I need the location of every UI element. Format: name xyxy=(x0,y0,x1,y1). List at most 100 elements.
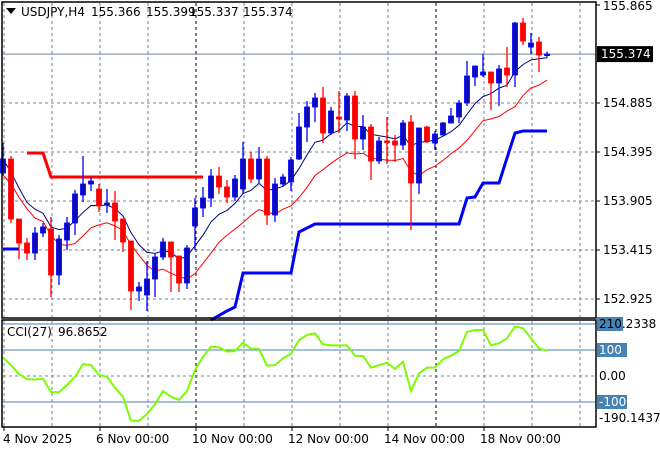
candle-bullish xyxy=(464,75,470,104)
candle-bearish xyxy=(264,158,270,216)
cci-name: CCI(27) xyxy=(7,325,52,339)
candle-bullish xyxy=(152,256,158,280)
price-tick-label: 153.905 xyxy=(603,194,653,208)
candle-bullish xyxy=(512,22,518,76)
candle-bearish xyxy=(24,242,30,254)
axes: 155.865 154.885 154.395 153.905 153.415 152.9… xyxy=(3,0,660,446)
candle-bullish xyxy=(144,278,150,296)
candle-bearish xyxy=(488,71,494,84)
candles xyxy=(0,18,550,311)
candle-bullish xyxy=(72,193,78,224)
dropdown-triangle-icon[interactable] xyxy=(6,8,16,14)
ohlc-close: 155.374 xyxy=(243,5,293,19)
cci-level-tag xyxy=(597,395,627,409)
candle-bearish xyxy=(320,97,326,134)
candle-bullish xyxy=(136,286,142,292)
candle-bearish xyxy=(168,241,174,258)
candle-bullish xyxy=(160,241,166,258)
cci-tick-label: 100 xyxy=(599,343,622,357)
candle-bearish xyxy=(128,240,134,292)
candle-bearish xyxy=(336,116,342,120)
candle-bullish xyxy=(104,202,110,206)
cci-tick-label: -100 xyxy=(599,395,626,409)
candle-bearish xyxy=(536,41,542,56)
candle-bullish xyxy=(472,65,478,78)
time-tick-label: 14 Nov 00:00 xyxy=(384,432,465,446)
candle-bullish xyxy=(480,71,486,76)
candle-bullish xyxy=(88,180,94,185)
candle-bearish xyxy=(408,121,414,184)
candle-bullish xyxy=(296,126,302,160)
cci-panel xyxy=(2,323,596,422)
candle-bearish xyxy=(96,188,102,207)
candle-bullish xyxy=(344,95,350,121)
candle-bearish xyxy=(424,126,430,142)
cci-tick-label: 210.2338 xyxy=(599,317,656,331)
candle-bullish xyxy=(376,140,382,162)
candle-bearish xyxy=(216,175,222,188)
candle-bullish xyxy=(272,183,278,216)
candle-bullish xyxy=(544,53,550,56)
time-tick-label: 6 Nov 00:00 xyxy=(96,432,169,446)
candle-bullish xyxy=(448,115,454,124)
candle-bearish xyxy=(16,218,22,244)
candle-bullish xyxy=(240,158,246,190)
candle-bullish xyxy=(416,127,422,184)
price-tick-label: 155.865 xyxy=(603,0,653,13)
candle-bullish xyxy=(232,178,238,198)
candle-bullish xyxy=(528,42,534,48)
candle-bearish xyxy=(392,140,398,146)
candle-bullish xyxy=(80,183,86,196)
candle-bullish xyxy=(184,247,190,284)
candle-bearish xyxy=(176,255,182,284)
ohlc-low: 155.337 xyxy=(189,5,239,19)
ohlc-high: 155.399 xyxy=(146,5,196,19)
candle-bullish xyxy=(280,176,286,185)
price-tick-label: 153.415 xyxy=(603,243,653,257)
candle-bullish xyxy=(360,126,366,140)
upper-channel-line xyxy=(27,151,203,179)
price-tick-label: 152.925 xyxy=(603,292,653,306)
cci-level-tag xyxy=(597,317,623,331)
time-tick-label: 18 Nov 00:00 xyxy=(480,432,561,446)
lower-channel-line xyxy=(210,129,547,322)
cci-tick-label: 0.00 xyxy=(599,369,626,383)
candle-bullish xyxy=(496,68,502,84)
candle-bullish xyxy=(400,122,406,146)
candle-bullish xyxy=(432,133,438,144)
time-tick-label: 4 Nov 2025 xyxy=(3,432,72,446)
ohlc-open: 155.366 xyxy=(91,5,141,19)
candle-bearish xyxy=(368,126,374,162)
candle-bearish xyxy=(248,158,254,180)
cci-value: 96.8652 xyxy=(58,325,108,339)
symbol-label: USDJPY,H4 xyxy=(21,5,85,19)
cci-panel-frame xyxy=(1,319,597,428)
candle-bearish xyxy=(504,67,510,76)
price-tick-label: 154.885 xyxy=(603,96,653,110)
current-price-box xyxy=(597,46,653,63)
candle-bullish xyxy=(56,238,62,276)
chart-header: USDJPY,H4 155.366 155.399 155.337 155.37… xyxy=(6,5,293,19)
candle-bullish xyxy=(200,197,206,209)
time-tick-label: 10 Nov 00:00 xyxy=(192,432,273,446)
candle-bullish xyxy=(328,110,334,134)
candle-bullish xyxy=(40,226,46,234)
candle-bearish xyxy=(384,140,390,143)
candle-bullish xyxy=(208,175,214,199)
cci-tick-label: -190.1437 xyxy=(599,411,660,425)
candle-bearish xyxy=(520,22,526,42)
price-tick-label: 154.395 xyxy=(603,145,653,159)
candle-bullish xyxy=(312,97,318,108)
candle-bullish xyxy=(192,207,198,227)
candle-bearish xyxy=(48,228,54,276)
candle-bullish xyxy=(0,158,6,174)
candle-bullish xyxy=(64,222,70,241)
candle-bullish xyxy=(456,102,462,118)
candle-bullish xyxy=(32,232,38,254)
cci-line xyxy=(2,325,548,422)
main-panel-frame xyxy=(1,1,597,319)
current-price-label: 155.374 xyxy=(601,47,651,61)
candle-bearish xyxy=(224,186,230,198)
candle-bullish xyxy=(440,122,446,136)
